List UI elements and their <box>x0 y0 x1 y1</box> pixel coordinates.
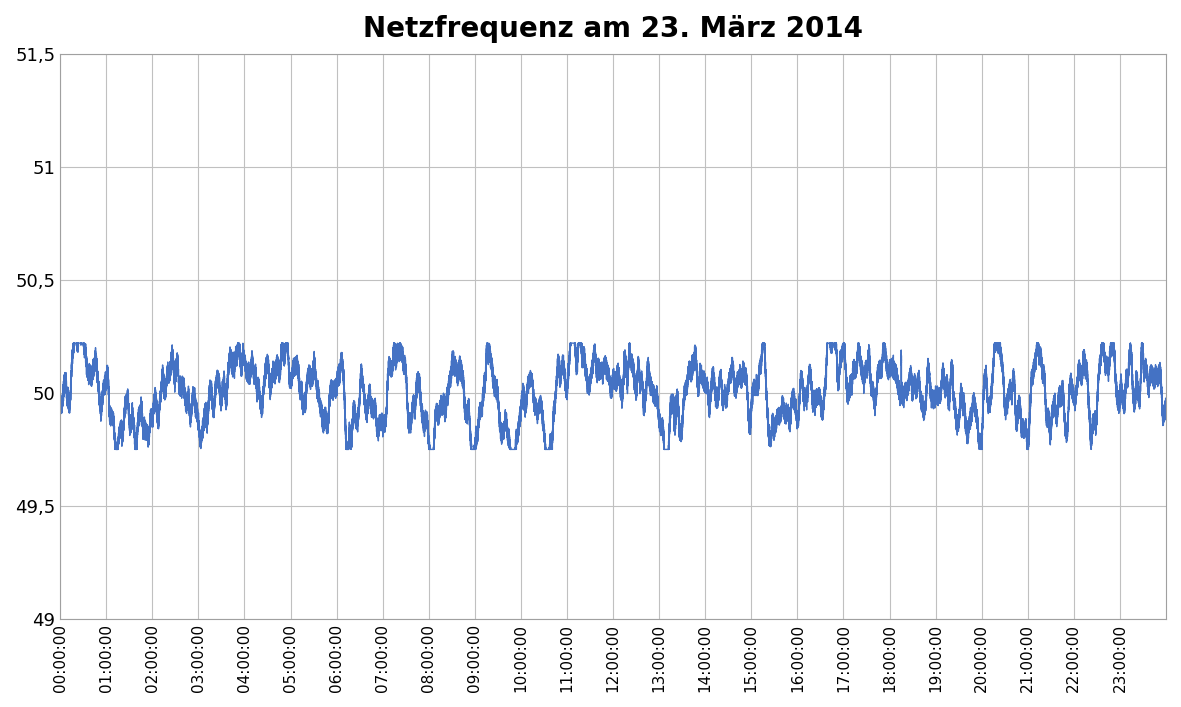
Title: Netzfrequenz am 23. März 2014: Netzfrequenz am 23. März 2014 <box>363 15 863 43</box>
